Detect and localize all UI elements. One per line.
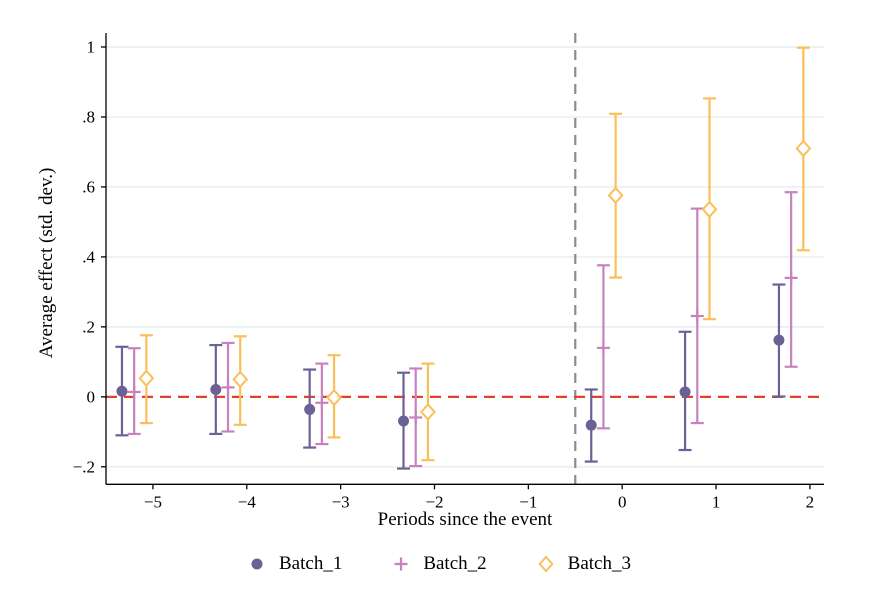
y-tick-label: .8 xyxy=(82,107,95,126)
y-tick-label: 0 xyxy=(87,387,96,406)
marker-diamond xyxy=(419,403,436,421)
diamond-marker-icon xyxy=(538,555,554,573)
marker-diamond xyxy=(232,370,249,389)
marker-circle xyxy=(210,383,222,395)
x-tick-label: 1 xyxy=(712,492,721,511)
x-tick-label: −3 xyxy=(332,492,350,511)
x-axis-title: Periods since the event xyxy=(377,509,553,530)
plus-marker-icon xyxy=(394,557,408,571)
x-tick-label: −2 xyxy=(425,492,443,511)
x-tick-label: 0 xyxy=(618,492,627,511)
marker-diamond xyxy=(607,186,624,205)
legend-label-batch-3: Batch_3 xyxy=(567,553,631,574)
x-tick-label: −4 xyxy=(238,492,257,511)
marker-diamond xyxy=(326,388,343,407)
y-tick-label: 1 xyxy=(87,37,96,56)
marker-diamond xyxy=(138,369,155,388)
y-tick-label: −.2 xyxy=(73,457,95,476)
marker-circle xyxy=(398,415,410,427)
legend-item-batch-2: Batch_2 xyxy=(392,553,487,575)
y-tick-label: .2 xyxy=(82,317,95,336)
x-tick-label: −5 xyxy=(144,492,162,511)
circle-marker-icon xyxy=(251,558,263,570)
legend-item-batch-3: Batch_3 xyxy=(537,553,631,575)
legend: Batch_1 Batch_2 Batch_3 xyxy=(0,553,879,575)
y-tick-label: .6 xyxy=(82,177,95,196)
marker-diamond xyxy=(701,200,718,219)
marker-circle xyxy=(304,403,316,415)
x-tick-label: 2 xyxy=(806,492,815,511)
legend-item-batch-1: Batch_1 xyxy=(248,553,342,575)
x-tick-label: −1 xyxy=(519,492,537,511)
marker-diamond xyxy=(795,139,812,158)
marker-circle xyxy=(773,334,785,346)
y-axis-title: Average effect (std. dev.) xyxy=(36,167,57,359)
marker-circle xyxy=(585,419,597,431)
legend-label-batch-1: Batch_1 xyxy=(279,553,343,574)
marker-circle xyxy=(116,385,128,397)
marker-circle xyxy=(679,386,691,398)
legend-label-batch-2: Batch_2 xyxy=(423,553,487,574)
y-tick-label: .4 xyxy=(82,247,95,266)
